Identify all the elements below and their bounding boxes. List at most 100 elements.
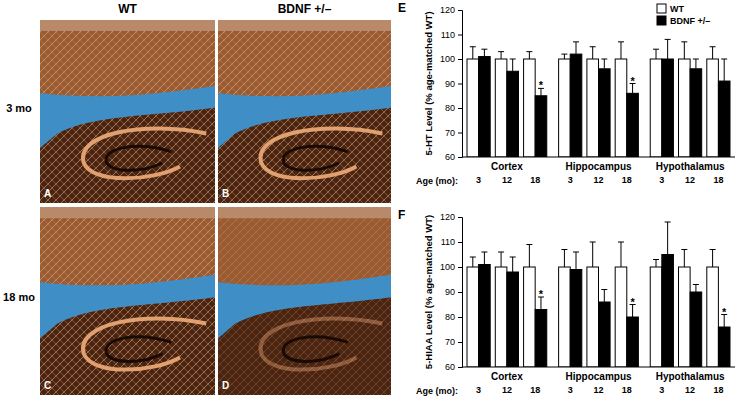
bar xyxy=(679,267,691,367)
tick: 90 xyxy=(445,287,462,297)
tick: 120 xyxy=(440,5,462,15)
x-axis-title: Age (mo): xyxy=(416,176,458,186)
tick: 12 xyxy=(502,174,512,185)
tick: 100 xyxy=(440,54,462,64)
tick: 12 xyxy=(685,384,695,395)
tick-label: 18 xyxy=(530,175,540,185)
tick-label: 120 xyxy=(440,212,455,222)
series xyxy=(479,39,730,157)
bar xyxy=(615,59,627,157)
micrograph xyxy=(218,207,391,395)
error-bar xyxy=(693,285,699,293)
plot-area xyxy=(467,39,730,157)
bar xyxy=(479,265,491,368)
legend-swatch xyxy=(657,16,666,25)
tick-label: 90 xyxy=(445,79,455,89)
group-label: Cortex xyxy=(491,371,523,382)
series xyxy=(467,242,718,367)
tick-label: 120 xyxy=(440,5,455,15)
error-bar xyxy=(710,47,716,59)
legend-item: BDNF +/– xyxy=(657,16,710,26)
tick-label: 70 xyxy=(445,128,455,138)
bar xyxy=(690,69,702,157)
tissue xyxy=(218,207,391,395)
tick-label: 90 xyxy=(445,287,455,297)
tick-label: 3 xyxy=(476,175,481,185)
tick: 70 xyxy=(445,128,462,138)
bar xyxy=(662,59,674,157)
bar xyxy=(599,302,611,367)
tick: 18 xyxy=(622,384,632,395)
error-bar xyxy=(681,250,687,268)
error-bar xyxy=(653,260,659,268)
tick: 3 xyxy=(659,174,664,185)
tick: 110 xyxy=(441,237,462,247)
error-bar xyxy=(590,242,596,267)
group-label: Hypothalamus xyxy=(656,161,725,172)
tick-label: 12 xyxy=(502,175,512,185)
error-bar xyxy=(573,252,579,270)
tick-label: 60 xyxy=(445,362,455,372)
x-axis: 3 12 18 xyxy=(659,174,723,185)
dentate xyxy=(283,337,348,361)
bar xyxy=(587,59,599,157)
tick: 18 xyxy=(713,174,723,185)
dentate xyxy=(283,146,348,170)
tick-label: 12 xyxy=(593,385,603,395)
bar xyxy=(615,267,627,367)
tick: 18 xyxy=(713,384,723,395)
legend-swatch xyxy=(657,4,666,13)
tick: 12 xyxy=(685,174,695,185)
series xyxy=(467,42,718,157)
bar xyxy=(679,59,691,157)
axis-line xyxy=(458,218,463,368)
tick: 3 xyxy=(659,384,664,395)
y-axis-title: 5-HIAA Level (% age-matched WT) xyxy=(423,215,434,369)
bar xyxy=(587,267,599,367)
tick-mark xyxy=(458,35,462,36)
group-label: Hippocampus xyxy=(565,161,632,172)
tick: 18 xyxy=(622,174,632,185)
x-axis: 31218 xyxy=(476,384,540,395)
tick: 12 xyxy=(593,174,603,185)
surface xyxy=(40,20,215,31)
white-matter xyxy=(218,86,391,148)
tick-label: 3 xyxy=(659,385,664,395)
error-bar xyxy=(561,54,567,59)
bar xyxy=(524,59,536,157)
hippocampus xyxy=(261,129,383,179)
error-bar xyxy=(665,222,671,255)
tissue xyxy=(40,20,215,203)
legend-label: BDNF +/– xyxy=(670,16,710,26)
bar xyxy=(479,57,491,157)
error-bar xyxy=(693,59,699,69)
bar xyxy=(507,71,519,157)
bar xyxy=(707,59,719,157)
error-bar xyxy=(526,245,532,268)
surface xyxy=(218,207,391,218)
panel-label: E xyxy=(398,1,406,15)
bar xyxy=(599,69,611,157)
bar xyxy=(650,59,662,157)
tissue xyxy=(218,20,391,203)
tick-label: 12 xyxy=(685,385,695,395)
tick: 12 xyxy=(593,384,603,395)
bar xyxy=(718,81,730,157)
tick-label: 110 xyxy=(441,237,455,247)
tissue xyxy=(40,207,215,395)
panel-label: A xyxy=(44,188,51,199)
error-bar xyxy=(665,39,671,59)
annotation: * xyxy=(539,79,544,91)
tick-label: 70 xyxy=(445,337,455,347)
tick-label: 18 xyxy=(713,175,723,185)
error-bar xyxy=(498,52,504,59)
group-label: Cortex xyxy=(491,161,523,172)
tick-label: 110 xyxy=(441,30,455,40)
bar-chart: F***607080901001101205-HIAA Level (% age… xyxy=(398,208,735,396)
x-axis: 3 12 18 xyxy=(659,384,723,395)
bar xyxy=(559,267,571,367)
y-axis-title: 5-HT Level (% age-matched WT) xyxy=(423,11,434,155)
error-bar xyxy=(470,257,476,267)
error-bar xyxy=(601,59,607,69)
tick: 3 xyxy=(568,174,573,185)
